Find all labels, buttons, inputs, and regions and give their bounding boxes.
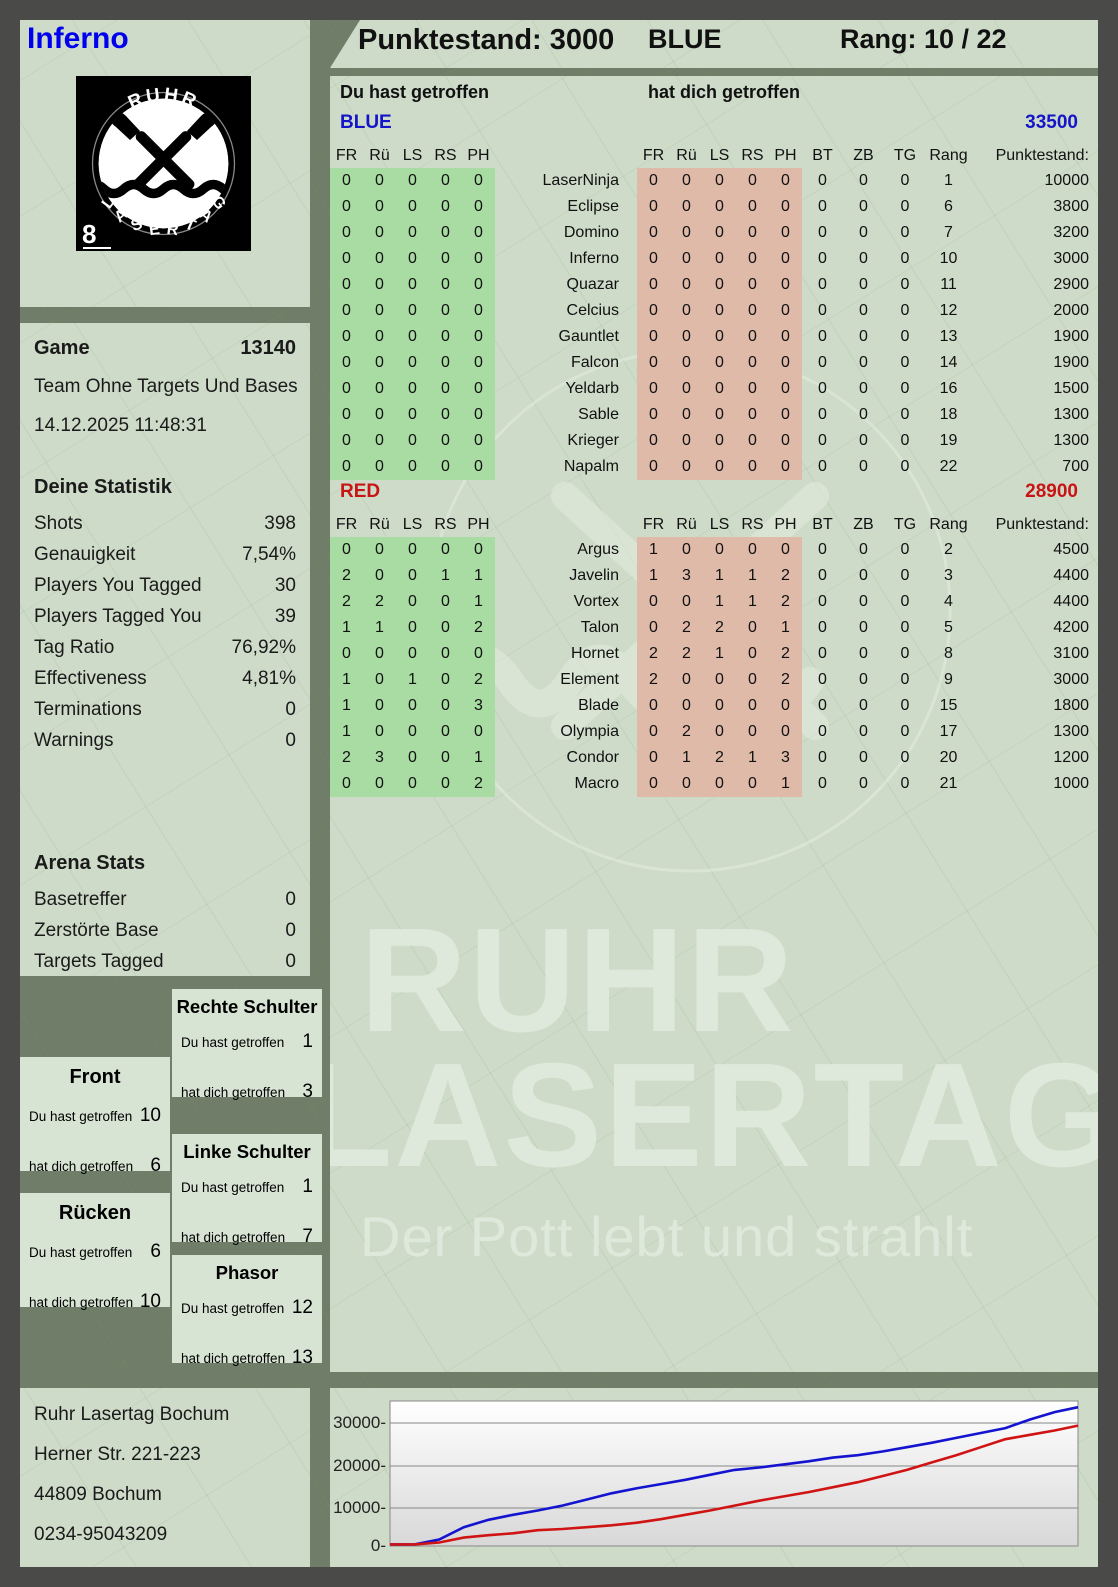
svg-text:0-: 0- (371, 1536, 386, 1555)
svg-text:10000-: 10000- (333, 1498, 386, 1517)
svg-text:R: R (166, 221, 180, 239)
svg-text:20000-: 20000- (333, 1456, 386, 1475)
svg-text:30000-: 30000- (333, 1413, 386, 1432)
